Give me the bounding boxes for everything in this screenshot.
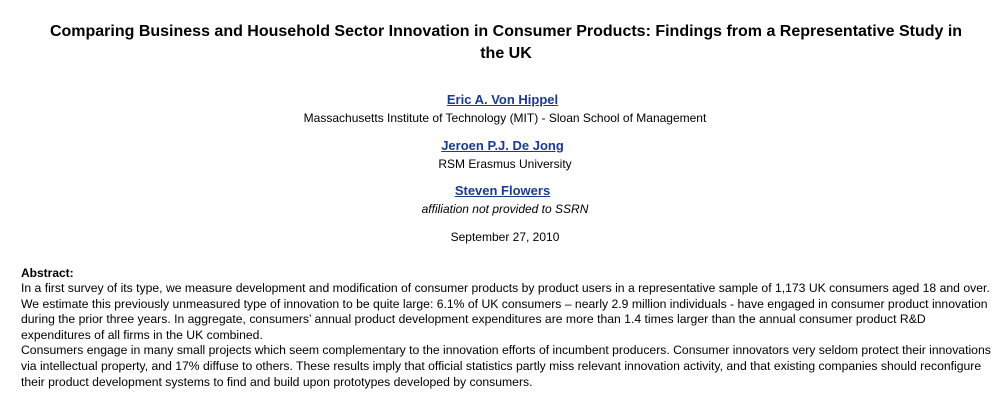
author-block-1: Eric A. Von Hippel Massachusetts Institu… [0,91,997,127]
author-block-3: Steven Flowers affiliation not provided … [0,182,997,218]
author-link-3[interactable]: Steven Flowers [454,183,551,198]
paper-title: Comparing Business and Household Sector … [49,23,963,62]
abstract-paragraph-1: In a first survey of its type, we measur… [21,281,990,342]
author-affiliation-3: affiliation not provided to SSRN [421,202,589,216]
abstract-heading: Abstract: [21,266,74,280]
author-link-2[interactable]: Jeroen P.J. De Jong [441,138,564,153]
abstract-paragraph-2: Consumers engage in many small projects … [21,343,991,389]
author-link-1[interactable]: Eric A. Von Hippel [446,92,559,107]
abstract-body: In a first survey of its type, we measur… [21,281,997,390]
author-block-2: Jeroen P.J. De Jong RSM Erasmus Universi… [0,137,997,173]
publication-date: September 27, 2010 [450,230,560,244]
author-affiliation-1: Massachusetts Institute of Technology (M… [303,111,707,125]
author-affiliation-2: RSM Erasmus University [438,157,572,171]
